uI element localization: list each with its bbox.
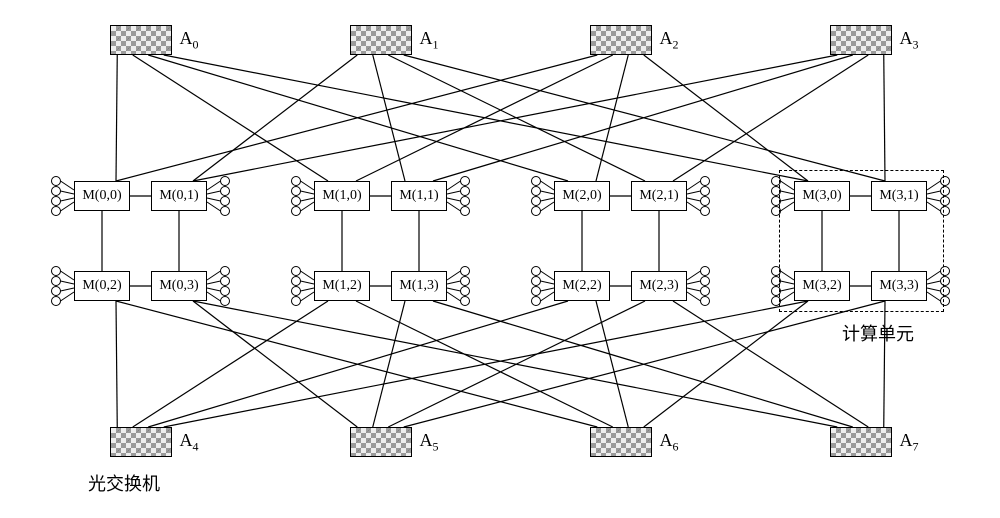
module-M02: M(0,2) bbox=[74, 271, 130, 301]
diagram-stage: 计算单元 光交换机 A0 A1 A2 A3 A4 A5 A6 A7 M(0,0) M(0,1) M(… bbox=[0, 0, 1000, 518]
switch-label-A2: A2 bbox=[660, 28, 679, 53]
switch-label-A7: A7 bbox=[900, 430, 919, 455]
optical-switch-label: 光交换机 bbox=[88, 470, 160, 496]
module-M10: M(1,0) bbox=[314, 181, 370, 211]
switch-label-A4: A4 bbox=[180, 430, 199, 455]
module-M33: M(3,3) bbox=[871, 271, 927, 301]
module-M23: M(2,3) bbox=[631, 271, 687, 301]
module-M30: M(3,0) bbox=[794, 181, 850, 211]
module-M12: M(1,2) bbox=[314, 271, 370, 301]
switch-label-A1: A1 bbox=[420, 28, 439, 53]
switch-A2 bbox=[590, 25, 652, 55]
module-M22: M(2,2) bbox=[554, 271, 610, 301]
switch-A7 bbox=[830, 427, 892, 457]
compute-unit-label: 计算单元 bbox=[842, 320, 914, 346]
switch-label-A5: A5 bbox=[420, 430, 439, 455]
switch-A5 bbox=[350, 427, 412, 457]
switch-label-A6: A6 bbox=[660, 430, 679, 455]
switch-A6 bbox=[590, 427, 652, 457]
switch-A3 bbox=[830, 25, 892, 55]
module-M03: M(0,3) bbox=[151, 271, 207, 301]
module-M13: M(1,3) bbox=[391, 271, 447, 301]
switch-label-A0: A0 bbox=[180, 28, 199, 53]
module-M20: M(2,0) bbox=[554, 181, 610, 211]
module-M00: M(0,0) bbox=[74, 181, 130, 211]
module-M31: M(3,1) bbox=[871, 181, 927, 211]
module-M11: M(1,1) bbox=[391, 181, 447, 211]
switch-A4 bbox=[110, 427, 172, 457]
module-M01: M(0,1) bbox=[151, 181, 207, 211]
module-M21: M(2,1) bbox=[631, 181, 687, 211]
switch-A1 bbox=[350, 25, 412, 55]
switch-label-A3: A3 bbox=[900, 28, 919, 53]
module-M32: M(3,2) bbox=[794, 271, 850, 301]
switch-A0 bbox=[110, 25, 172, 55]
